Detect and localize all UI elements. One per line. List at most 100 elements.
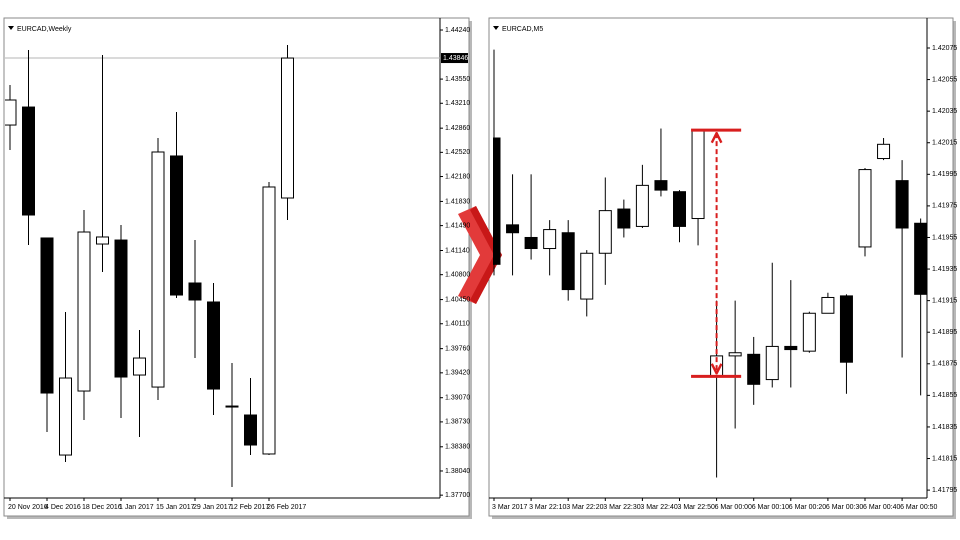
bull-candle-body	[151, 151, 165, 388]
x-tick-label: 3 Mar 22:40	[640, 504, 677, 511]
x-tick-label: 6 Mar 00:10	[752, 504, 789, 511]
x-tick-label: 1 Jan 2017	[119, 504, 154, 511]
y-tick-label: 1.40450	[445, 296, 470, 303]
x-tick-label: 6 Mar 00:30	[826, 504, 863, 511]
bull-candle-body	[225, 405, 239, 408]
y-tick-label: 1.43210	[445, 100, 470, 107]
bear-candle-body	[839, 295, 853, 363]
x-tick-label: 3 Mar 22:20	[566, 504, 603, 511]
bear-candle-body	[22, 106, 35, 216]
bear-candle-body	[561, 232, 575, 291]
x-tick-label: 29 Jan 2017	[193, 504, 232, 511]
y-tick-label: 1.42075	[932, 45, 957, 52]
y-tick-label: 1.41830	[445, 198, 470, 205]
y-tick-label: 1.41490	[445, 222, 470, 229]
bull-candle-body	[543, 229, 557, 250]
y-tick-label: 1.42015	[932, 140, 957, 147]
bear-candle-body	[244, 414, 257, 446]
bear-candle-body	[506, 224, 520, 234]
y-tick-label: 1.44240	[445, 27, 470, 34]
y-tick-label: 1.41975	[932, 203, 957, 210]
title-icon	[8, 26, 14, 30]
bear-candle-body	[40, 237, 54, 394]
y-tick-label: 1.38040	[445, 468, 470, 475]
bear-candle-body	[747, 353, 761, 385]
y-tick-label: 1.41935	[932, 266, 957, 273]
bear-candle-body	[914, 222, 927, 295]
y-tick-label: 1.40110	[445, 321, 470, 328]
y-tick-label: 1.39760	[445, 345, 470, 352]
x-tick-label: 3 Mar 22:30	[603, 504, 640, 511]
bull-candle-body	[580, 252, 594, 300]
transition-arrow	[458, 206, 502, 304]
bull-candle-body	[635, 184, 649, 227]
x-tick-label: 20 Nov 2016	[8, 504, 48, 511]
bear-candle-body	[617, 208, 631, 229]
plot-area	[5, 45, 440, 487]
right-chart: EURCAD,M5 1.42075 1.42055 1.42035 1.42015 1.4…	[489, 18, 957, 511]
x-tick-label: 4 Dec 2016	[45, 504, 81, 511]
left-panel	[3, 17, 470, 517]
bear-candle-body	[114, 239, 128, 378]
bear-candle-body	[493, 137, 501, 265]
plot-area	[493, 49, 927, 478]
bull-candle-body	[5, 99, 17, 126]
y-tick-label: 1.41955	[932, 234, 957, 241]
y-tick-label: 1.41835	[932, 424, 957, 431]
y-tick-label: 1.38730	[445, 419, 470, 426]
y-tick-label: 1.41815	[932, 455, 957, 462]
x-tick-label: 18 Dec 2016	[82, 504, 122, 511]
right-panel	[488, 17, 954, 517]
y-tick-label: 1.41915	[932, 297, 957, 304]
x-tick-label: 6 Mar 00:20	[789, 504, 826, 511]
y-tick-label: 1.39070	[445, 395, 470, 402]
bull-candle-body	[59, 377, 72, 456]
y-tick-label: 1.42035	[932, 108, 957, 115]
y-tick-label: 1.43550	[445, 76, 470, 83]
bull-candle-body	[765, 345, 779, 381]
y-tick-label: 1.41140	[445, 247, 470, 254]
y-tick-label: 1.40800	[445, 272, 470, 279]
x-tick-label: 6 Mar 00:40	[863, 504, 900, 511]
y-tick-label: 1.42055	[932, 76, 957, 83]
y-tick-label: 1.42180	[445, 173, 470, 180]
x-tick-label: 3 Mar 22:50	[678, 504, 715, 511]
current-price-box	[441, 53, 468, 64]
bear-candle-body	[654, 180, 668, 191]
bull-candle-body	[598, 210, 612, 254]
x-tick-label: 6 Mar 00:50	[900, 504, 937, 511]
y-tick-label: 1.38380	[445, 444, 470, 451]
y-tick-label: 1.42860	[445, 125, 470, 132]
bull-candle-body	[877, 143, 891, 160]
x-tick-label: 26 Feb 2017	[267, 504, 306, 511]
y-tick-label: 1.41995	[932, 171, 957, 178]
y-tick-label: 1.39420	[445, 370, 470, 377]
x-tick-label: 3 Mar 2017	[492, 504, 528, 511]
bull-candle-body	[96, 236, 109, 245]
bull-candle-body	[77, 231, 91, 392]
bear-candle-body	[170, 155, 183, 296]
bull-candle-body	[691, 129, 705, 220]
bull-candle-body	[821, 296, 835, 314]
x-tick-label: 15 Jan 2017	[156, 504, 195, 511]
chart-title: EURCAD,Weekly	[17, 26, 72, 33]
bear-candle-body	[895, 180, 909, 229]
chart-title: EURCAD,M5	[502, 26, 543, 33]
current-price-label: 1.43846	[443, 55, 468, 62]
y-tick-label: 1.37700	[445, 492, 470, 499]
bear-candle-body	[524, 236, 538, 250]
bear-candle-body	[673, 191, 686, 227]
y-tick-label: 1.41875	[932, 361, 957, 368]
y-tick-label: 1.41895	[932, 329, 957, 336]
x-tick-label: 12 Feb 2017	[230, 504, 269, 511]
bull-candle-body	[133, 357, 146, 376]
bear-candle-body	[784, 345, 798, 351]
y-tick-label: 1.42520	[445, 149, 470, 156]
x-tick-label: 3 Mar 22:10	[529, 504, 566, 511]
bear-candle-body	[188, 282, 202, 301]
y-tick-label: 1.41795	[932, 487, 957, 494]
y-tick-label: 1.41855	[932, 392, 957, 399]
bull-candle-body	[281, 57, 294, 199]
